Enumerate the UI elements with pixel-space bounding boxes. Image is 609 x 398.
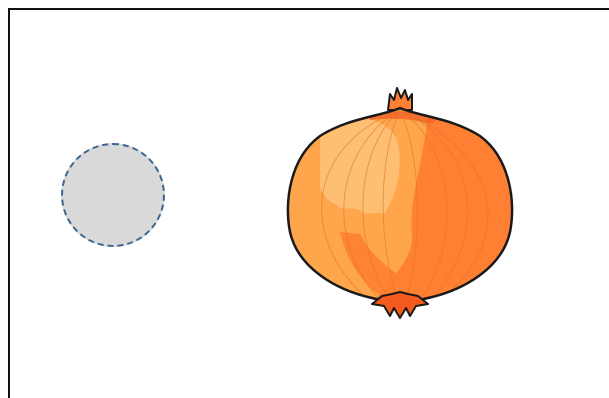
game-frame xyxy=(8,8,609,398)
onion-icon[interactable] xyxy=(280,84,520,320)
game-stage xyxy=(8,8,609,398)
drop-target-circle[interactable] xyxy=(61,143,165,247)
